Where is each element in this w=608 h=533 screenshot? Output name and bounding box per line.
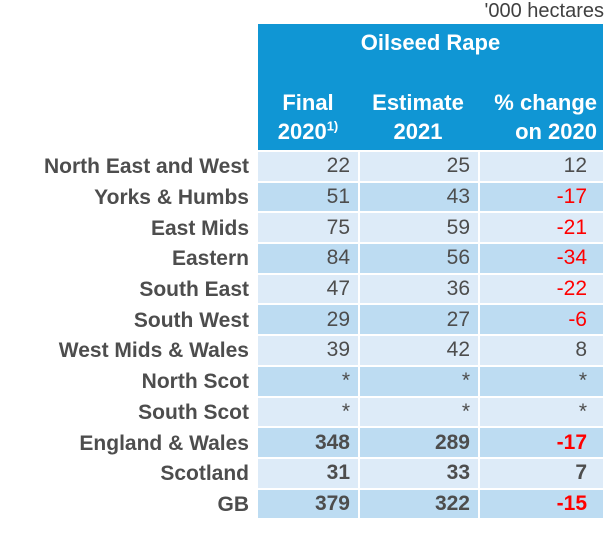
pct-change-value: 12: [478, 152, 603, 183]
unit-note: '000 hectares: [484, 0, 604, 22]
final-2020-value: 22: [258, 152, 358, 183]
pct-change-value: *: [478, 366, 603, 398]
column-header-line2: 2021: [393, 119, 443, 144]
estimate-2021-value: 42: [358, 336, 478, 367]
final-2020-value: 75: [258, 213, 358, 245]
region-label: GB: [0, 489, 258, 521]
pct-change-value: -6: [478, 305, 603, 337]
pct-change-value: -15: [478, 489, 603, 521]
estimate-2021-value: 27: [358, 305, 478, 337]
column-header-estimate-2021: Estimate 2021: [358, 88, 478, 146]
final-2020-value: 379: [258, 489, 358, 521]
pct-change-value: -17: [478, 182, 603, 214]
final-2020-value: *: [258, 366, 358, 398]
pct-change-value: 7: [478, 458, 603, 490]
column-header-line1: Estimate: [372, 90, 464, 115]
estimate-2021-value: 289: [358, 428, 478, 459]
estimate-2021-value: *: [358, 366, 478, 398]
final-2020-value: 39: [258, 336, 358, 367]
region-label: Eastern: [0, 244, 258, 275]
final-2020-value: 31: [258, 458, 358, 490]
final-2020-value: 348: [258, 428, 358, 459]
region-label: England & Wales: [0, 428, 258, 459]
region-label: North Scot: [0, 366, 258, 398]
region-label: Yorks & Humbs: [0, 182, 258, 214]
estimate-2021-value: 56: [358, 244, 478, 275]
final-2020-value: *: [258, 397, 358, 429]
column-header-line1: % change: [494, 90, 597, 115]
table-header: Oilseed Rape Final 20201) Estimate 2021 …: [258, 24, 603, 152]
regions-table: Oilseed Rape Final 20201) Estimate 2021 …: [0, 24, 603, 521]
final-2020-value: 51: [258, 182, 358, 214]
column-header-line2: 20201): [277, 118, 339, 144]
region-label: West Mids & Wales: [0, 336, 258, 367]
footnote-marker: 1): [326, 118, 339, 134]
table-title: Oilseed Rape: [360, 30, 501, 55]
pct-change-value: -21: [478, 213, 603, 245]
estimate-2021-value: 36: [358, 274, 478, 306]
estimate-2021-value: 43: [358, 182, 478, 214]
column-header-pct-change: % change on 2020: [478, 88, 603, 146]
estimate-2021-value: 59: [358, 213, 478, 245]
pct-change-value: *: [478, 397, 603, 429]
estimate-2021-value: 322: [358, 489, 478, 521]
estimate-2021-value: *: [358, 397, 478, 429]
region-label: Scotland: [0, 458, 258, 490]
region-label: East Mids: [0, 213, 258, 245]
region-label: South East: [0, 274, 258, 306]
region-label: South West: [0, 305, 258, 337]
estimate-2021-value: 25: [358, 152, 478, 183]
column-header-line2: on 2020: [515, 119, 597, 144]
estimate-2021-value: 33: [358, 458, 478, 490]
region-label: South Scot: [0, 397, 258, 429]
column-header-final-2020: Final 20201): [258, 88, 358, 146]
pct-change-value: -17: [478, 428, 603, 459]
column-headers: Final 20201) Estimate 2021 % change on 2…: [258, 88, 603, 146]
pct-change-value: -34: [478, 244, 603, 275]
final-2020-value: 47: [258, 274, 358, 306]
final-2020-value: 29: [258, 305, 358, 337]
column-header-line1: Final: [282, 90, 334, 115]
final-2020-value: 84: [258, 244, 358, 275]
corner-spacer: [0, 24, 258, 152]
region-label: North East and West: [0, 152, 258, 183]
pct-change-value: 8: [478, 336, 603, 367]
pct-change-value: -22: [478, 274, 603, 306]
